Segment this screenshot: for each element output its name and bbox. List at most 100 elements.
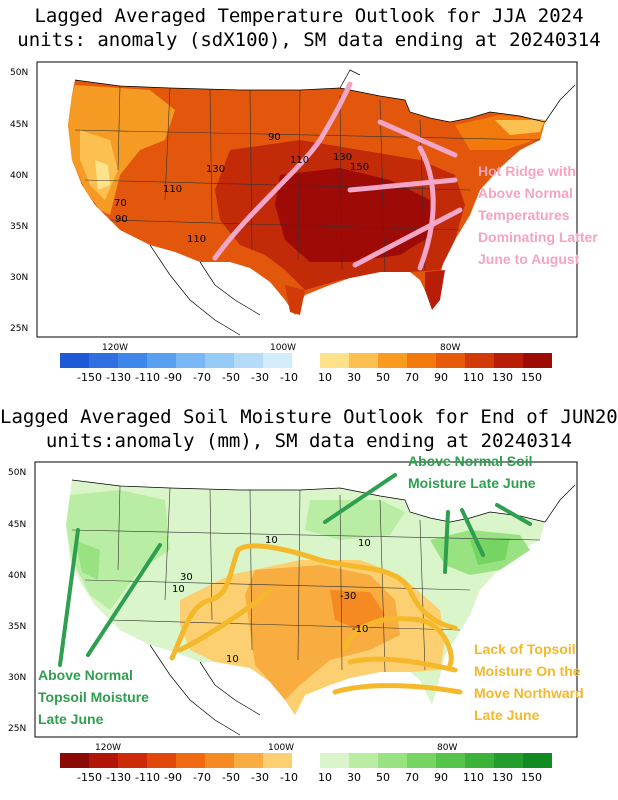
colorbar-label: -50 — [222, 771, 240, 784]
colorbar-swatch — [320, 353, 349, 368]
colorbar-label: 110 — [463, 371, 484, 384]
colorbar-label: 70 — [405, 371, 419, 384]
temp-contour-label: 150 — [350, 162, 369, 173]
colorbar-swatch — [147, 353, 176, 368]
colorbar-swatch — [523, 753, 552, 768]
colorbar-swatch — [407, 753, 436, 768]
lat-tick: 30N — [8, 673, 26, 683]
colorbar-swatch — [349, 353, 378, 368]
colorbar-swatch — [465, 753, 494, 768]
lat-tick: 40N — [8, 571, 26, 581]
soil-coastlines — [71, 479, 576, 736]
colorbar-label: -10 — [280, 371, 298, 384]
temp-callout-hot-ridge: Hot Ridge with Above Normal Temperatures… — [478, 160, 598, 270]
temp-colorbar-labels: -150 -130 -110 -90 -70 -50 -30 -10 10 30 50 70 90 110… — [77, 371, 542, 384]
lon-tick: 80W — [437, 743, 457, 753]
callout-line: Topsoil Moisture — [38, 689, 149, 705]
callout-line: Dominating Latter — [478, 229, 598, 245]
lat-tick: 50N — [10, 68, 28, 78]
colorbar-swatch — [234, 353, 263, 368]
colorbar-label: -90 — [164, 371, 182, 384]
soil-green-arrows — [58, 473, 532, 667]
colorbar-swatch — [263, 353, 292, 368]
soil-dry-strong — [330, 590, 385, 630]
colorbar-label: 150 — [521, 371, 542, 384]
temp-florida — [425, 270, 445, 310]
colorbar-swatch — [436, 753, 465, 768]
temp-texas-tip — [285, 285, 305, 315]
callout-line: Hot Ridge with — [478, 163, 576, 179]
temp-contour-label: 90 — [115, 214, 128, 225]
colorbar-label: -130 — [106, 771, 131, 784]
temp-core-darkred — [275, 168, 432, 262]
colorbar-label: 90 — [434, 771, 448, 784]
colorbar-label: -50 — [222, 371, 240, 384]
temp-lat-ticks: 50N 45N 40N 35N 30N 25N — [10, 68, 28, 334]
callout-line: Moisture On the — [474, 663, 581, 679]
colorbar-swatch — [118, 353, 147, 368]
soil-contour-label: 10 — [172, 584, 185, 595]
colorbar-label: 30 — [347, 771, 361, 784]
temp-contour-label: 130 — [206, 164, 225, 175]
callout-line: Above Normal Soil — [408, 453, 533, 469]
colorbar-swatch — [89, 353, 118, 368]
temp-ridge-lines — [212, 81, 463, 271]
lon-tick: 120W — [102, 343, 128, 353]
colorbar-swatch — [465, 353, 494, 368]
colorbar-swatch — [205, 353, 234, 368]
colorbar-label: -70 — [193, 771, 211, 784]
soil-contour-label: 30 — [180, 572, 193, 583]
soil-title-line1: Lagged Averaged Soil Moisture Outlook fo… — [0, 406, 618, 428]
soil-contour-label: -10 — [352, 624, 368, 635]
lon-tick: 120W — [95, 743, 121, 753]
colorbar-label: 110 — [463, 771, 484, 784]
lat-tick: 40N — [10, 171, 28, 181]
temp-contour-label: 130 — [333, 152, 352, 163]
temp-contour-label: 110 — [290, 155, 309, 166]
temp-title-line2: units: anomaly (sdX100), SM data ending … — [17, 29, 601, 51]
lat-tick: 45N — [8, 520, 26, 530]
callout-line: June to August — [478, 251, 580, 267]
soil-colorbar — [60, 753, 552, 768]
lat-tick: 30N — [10, 273, 28, 283]
soil-west-darkgreen — [75, 540, 100, 580]
soil-contour-label: 10 — [265, 535, 278, 546]
soil-lat-ticks: 50N 45N 40N 35N 30N 25N — [8, 468, 26, 734]
temp-contour-label: 70 — [114, 198, 127, 209]
lat-tick: 35N — [10, 222, 28, 232]
colorbar-swatch — [407, 353, 436, 368]
colorbar-label: 50 — [376, 371, 390, 384]
callout-line: Move Northward — [474, 685, 584, 701]
temp-newengland-light — [495, 120, 545, 135]
colorbar-swatch — [118, 753, 147, 768]
soil-contour-label: -30 — [340, 591, 356, 602]
colorbar-label: -70 — [193, 371, 211, 384]
soil-contour-label: 10 — [226, 654, 239, 665]
temp-contour-label: 90 — [268, 132, 281, 143]
soil-lon-ticks: 120W 100W 80W — [95, 743, 457, 753]
colorbar-swatch — [60, 753, 89, 768]
temp-colorbar — [60, 353, 552, 368]
soil-callout-lack-topsoil: Lack of Topsoil Moisture On the Move Nor… — [474, 638, 584, 726]
colorbar-swatch — [494, 353, 523, 368]
colorbar-swatch — [176, 353, 205, 368]
colorbar-label: 130 — [492, 771, 513, 784]
lon-tick: 100W — [270, 343, 296, 353]
temp-title-line1: Lagged Averaged Temperature Outlook for … — [34, 5, 584, 27]
colorbar-label: -90 — [164, 771, 182, 784]
colorbar-label: -150 — [77, 371, 102, 384]
colorbar-label: 30 — [347, 371, 361, 384]
colorbar-swatch — [147, 753, 176, 768]
colorbar-swatch — [234, 753, 263, 768]
callout-line: Lack of Topsoil — [474, 641, 576, 657]
soil-state-lines — [71, 485, 541, 673]
colorbar-swatch — [205, 753, 234, 768]
colorbar-swatch — [176, 753, 205, 768]
soil-dry-arcs — [169, 543, 463, 695]
temp-west-lightest — [95, 160, 110, 190]
colorbar-label: -110 — [135, 771, 160, 784]
colorbar-label: 50 — [376, 771, 390, 784]
colorbar-label: -10 — [280, 771, 298, 784]
colorbar-swatch — [378, 753, 407, 768]
colorbar-swatch — [349, 753, 378, 768]
